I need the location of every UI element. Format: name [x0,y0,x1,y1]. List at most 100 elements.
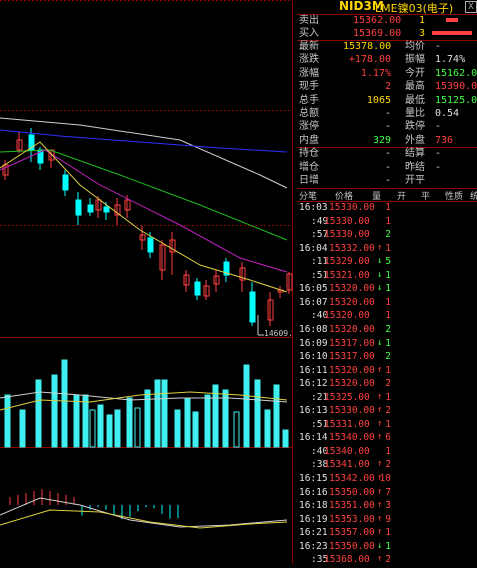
quote-label: 最高 [405,81,425,93]
tick-time: :21 [311,391,329,403]
tick-time: 16:15 [299,473,328,484]
ticks-column-header: 价格 [335,192,354,202]
tick-volume: 7 [385,486,391,498]
tick-time: :51 [311,418,329,430]
tick-row: 16:08 15320.00 2 [297,323,477,337]
quote-label: 日增 [299,175,319,186]
volume-bar [184,397,191,448]
tick-time: :57 [311,229,329,241]
volume-bar [161,379,168,448]
quote-label: 涨幅 [299,67,319,79]
quote-row: 涨幅 1.17% 今开 15162.00 [299,67,477,80]
tick-volume: 1 [385,269,391,281]
tick-row: :40 15340.00 1 [297,445,477,459]
quote-row: 内盘 329 外盘 736 [299,134,477,147]
tick-row: :40 15320.00 1 [297,309,477,323]
candle-body [139,234,146,241]
candle-body [16,139,23,151]
tick-row: :11 15329.00 ↓ 5 [297,255,477,269]
kline-chart-area[interactable]: 14609.00 [0,0,303,565]
quote-label: 结算 [405,148,425,160]
tick-price: 15351.00 [329,500,375,512]
title-bar: NID3M LME镍03(电子) X [297,0,477,15]
ticks-column-header: 性质 [445,192,464,202]
tick-price: 15329.00 [324,256,370,268]
volume-bar [106,414,113,448]
tick-time: 16:19 [299,513,328,525]
candle-body [159,244,166,271]
tick-volume: 5 [385,256,391,268]
quote-label: 跌停 [405,121,425,133]
tick-row: :57 15330.00 2 [297,228,477,242]
ma-line-white [0,117,288,189]
tick-price: 15320.00 [324,310,370,322]
moving-averages [0,117,288,336]
quote-value: - [435,121,442,133]
quote-row: 增仓 - 昨结 - [299,161,477,174]
tick-volume: 1 [385,364,391,376]
quote-value: - [435,41,442,52]
tick-row: 16:07 15320.00 1 [297,296,477,310]
divider [297,147,477,149]
ma-line-purple [0,149,288,273]
volume-bar [192,411,199,448]
divider [297,14,477,15]
quote-row: 总额 - 量比 0.54 [299,107,477,120]
up-arrow-icon: ↑ [377,405,383,416]
tick-price: 15368.00 [324,554,370,564]
up-arrow-icon: ↑ [377,473,383,483]
up-arrow-icon: ↑ [377,242,383,253]
tick-volume: 1 [385,540,391,552]
quote-label: 昨结 [405,161,425,173]
tick-time: 16:12 [299,378,328,390]
ma-line-blue [0,129,288,153]
ticks-header: 分笔 价格 量 开 平 性质统 [297,188,477,202]
volume-bar [89,409,96,448]
volume-bar [97,404,104,448]
up-arrow-icon: ↑ [377,486,383,497]
tick-price: 15342.00 [329,473,375,484]
tick-price: 15331.00 [324,418,370,430]
buy-price: 15369.00 [353,28,402,39]
quote-row: 最新 15378.00 均价 - [299,40,477,53]
kline-chart[interactable]: 14609.00 [0,0,303,565]
buy-label: 买入 [299,28,319,39]
quote-value: - [435,148,442,160]
volume-bar [82,394,89,448]
tick-row: :51 15331.00 ↑ 1 [297,418,477,432]
tick-volume: 1 [385,418,391,430]
macd-signal [0,509,288,529]
quote-label: 最低 [405,94,425,106]
tick-time: 16:13 [299,405,328,417]
tick-price: 15321.00 [324,269,370,281]
tick-time: 16:05 [299,283,328,295]
tick-row: :35 15368.00 ↑ 2 [297,553,477,564]
tick-time: :49 [311,215,329,227]
volume-bar [154,379,161,448]
tick-time: 16:21 [299,527,328,539]
up-arrow-icon: ↑ [377,391,383,402]
tick-time: 16:14 [299,432,328,444]
quote-label: 均价 [405,41,425,52]
ticks-column-header: 量 [372,192,382,202]
close-icon[interactable]: X [465,1,477,13]
tick-time: 16:09 [299,337,328,349]
quote-panel: NID3M LME镍03(电子) X 卖出 15362.00 1 买入 1536… [297,0,477,564]
tick-volume: 1 [385,202,391,213]
tick-row: 16:09 15317.00 ↓ 1 [297,337,477,351]
tick-volume: 1 [385,445,391,457]
up-arrow-icon: ↑ [377,418,383,429]
tick-time: :40 [311,445,329,457]
tick-row: 16:04 15332.00 ↑ 1 [297,242,477,256]
tick-volume: 1 [385,527,391,539]
tick-price: 15320.00 [329,323,375,335]
up-arrow-icon: ↑ [377,554,383,564]
tick-price: 15325.00 [324,391,370,403]
quote-label: 最新 [299,41,319,52]
quote-label: 振幅 [405,54,425,66]
down-arrow-icon: ↓ [377,283,383,294]
tick-row: 16:12 15320.00 2 [297,377,477,391]
tick-price: 15350.00 [329,540,375,552]
tick-price: 15317.00 [329,351,375,363]
sell-volume-bar [446,18,458,22]
